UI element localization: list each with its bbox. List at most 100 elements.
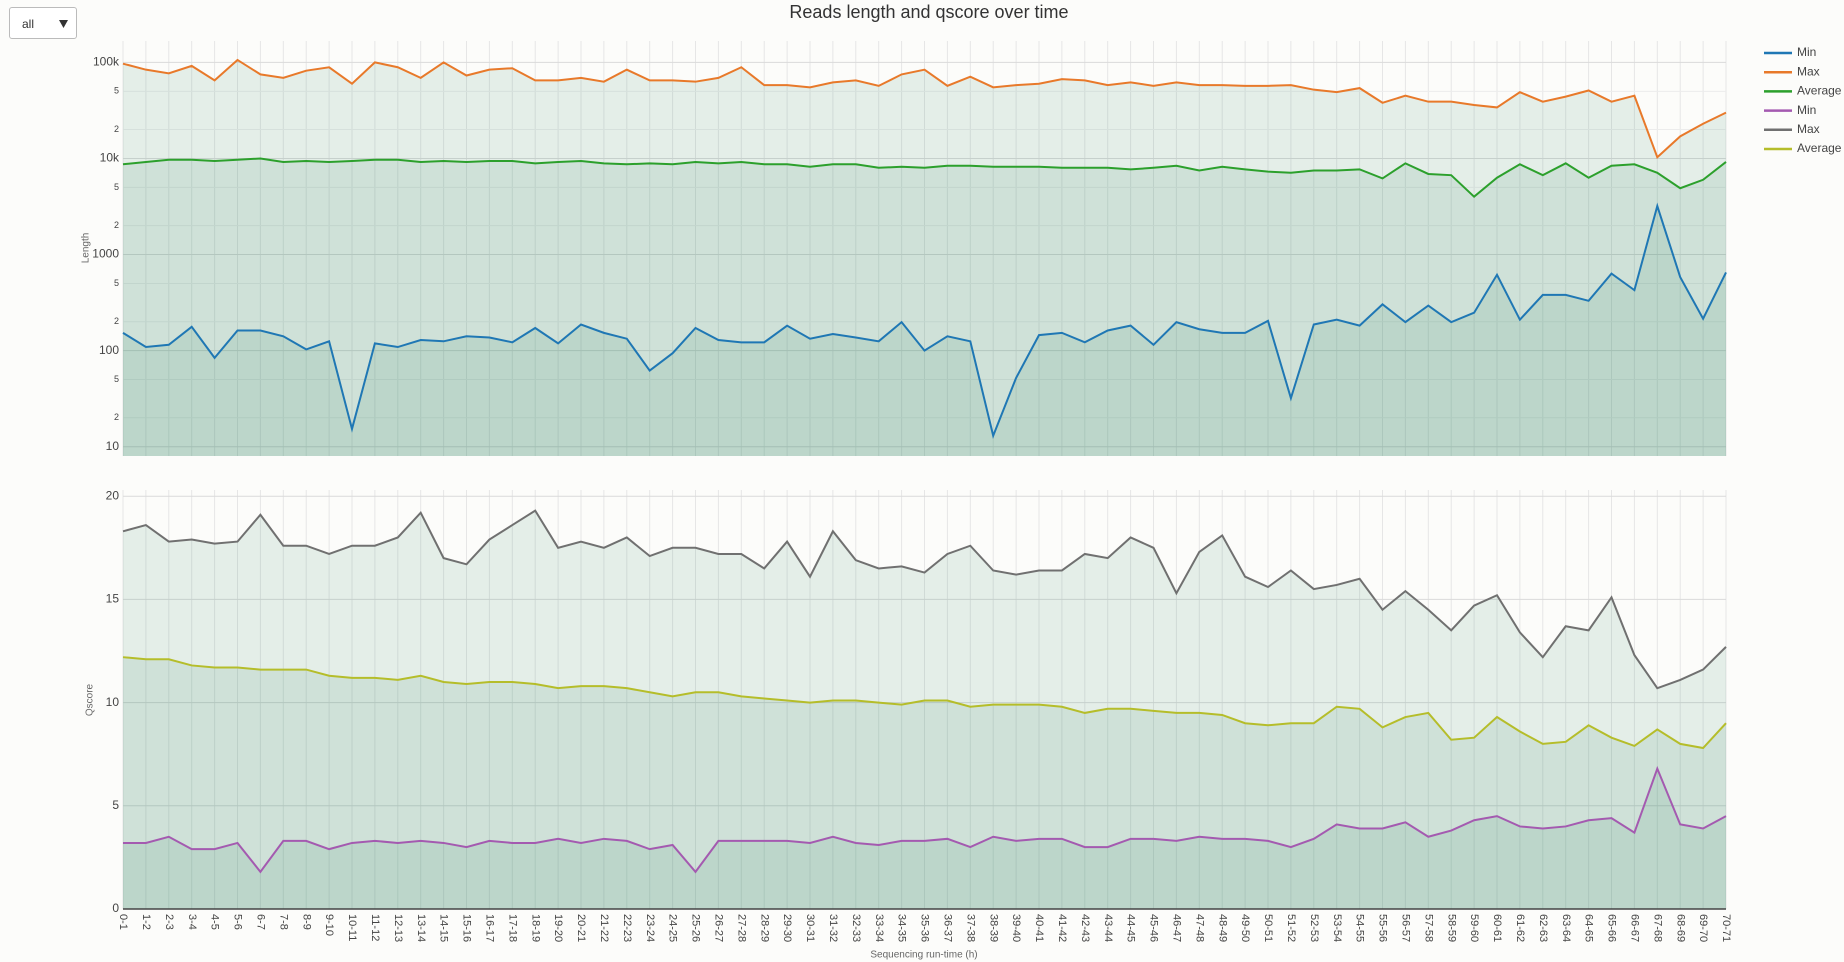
x-tick-label: 22-23 <box>621 914 633 942</box>
x-tick-label: 58-59 <box>1445 914 1457 942</box>
x-tick-label: 63-64 <box>1560 914 1572 942</box>
x-tick-label: 43-44 <box>1102 914 1114 942</box>
series-line <box>123 765 1727 874</box>
area <box>123 657 1726 909</box>
x-tick-label: 56-57 <box>1399 914 1411 942</box>
y-tick-label: 2 <box>114 412 119 422</box>
x-tick-label: 1-2 <box>140 914 152 930</box>
x-axis-label: Sequencing run-time (h) <box>870 950 977 961</box>
x-tick-label: 21-22 <box>598 914 610 942</box>
x-tick-label: 60-61 <box>1491 914 1503 942</box>
x-tick-label: 70-71 <box>1720 914 1732 942</box>
area <box>123 510 1726 909</box>
x-tick-label: 5-6 <box>232 914 244 930</box>
area <box>123 59 1726 457</box>
x-tick-label: 17-18 <box>506 914 518 942</box>
x-tick-label: 7-8 <box>277 914 289 930</box>
y-axis-label: Qscore <box>85 683 96 716</box>
x-tick-label: 35-36 <box>919 914 931 942</box>
chart-title: Reads length and qscore over time <box>789 2 1068 22</box>
x-tick-label: 30-31 <box>804 914 816 942</box>
x-tick-label: 9-10 <box>323 914 335 936</box>
x-tick-label: 66-67 <box>1628 914 1640 942</box>
x-tick-label: 61-62 <box>1514 914 1526 942</box>
y-tick-label: 10 <box>106 439 120 453</box>
x-tick-label: 19-20 <box>552 914 564 942</box>
x-tick-label: 42-43 <box>1079 914 1091 942</box>
legend-label: Max <box>1797 122 1820 136</box>
y-tick-label: 5 <box>114 182 119 192</box>
x-tick-label: 32-33 <box>850 914 862 942</box>
x-tick-label: 53-54 <box>1331 914 1343 942</box>
area <box>123 768 1726 909</box>
legend-label: Min <box>1797 103 1816 117</box>
x-tick-label: 10-11 <box>346 914 358 941</box>
y-tick-label: 1000 <box>92 247 119 261</box>
y-tick-label: 100 <box>99 343 119 357</box>
x-tick-label: 37-38 <box>964 914 976 942</box>
x-tick-label: 39-40 <box>1010 914 1022 942</box>
x-tick-label: 68-69 <box>1674 914 1686 942</box>
y-tick-label: 5 <box>112 798 119 812</box>
x-tick-label: 62-63 <box>1537 914 1549 942</box>
x-tick-label: 36-37 <box>941 914 953 942</box>
y-tick-label: 20 <box>106 488 120 502</box>
x-tick-label: 47-48 <box>1193 914 1205 942</box>
x-tick-label: 27-28 <box>735 914 747 942</box>
x-tick-label: 54-55 <box>1354 914 1366 942</box>
y-tick-label: 100k <box>93 55 120 69</box>
x-tick-label: 15-16 <box>461 914 473 942</box>
x-tick-label: 69-70 <box>1697 914 1709 942</box>
y-axis-label: Length <box>81 233 92 264</box>
x-tick-label: 14-15 <box>438 914 450 942</box>
x-tick-label: 11-12 <box>369 914 381 941</box>
area <box>123 158 1726 456</box>
legend-label: Average <box>1797 141 1842 155</box>
y-tick-label: 2 <box>114 124 119 134</box>
x-tick-label: 51-52 <box>1285 914 1297 942</box>
x-tick-label: 18-19 <box>529 914 541 942</box>
x-tick-label: 20-21 <box>575 914 587 942</box>
x-tick-label: 6-7 <box>254 914 266 930</box>
filter-dropdown[interactable]: all <box>9 7 77 39</box>
series-line <box>122 157 1727 199</box>
x-tick-label: 52-53 <box>1308 914 1320 942</box>
x-tick-label: 41-42 <box>1056 914 1068 942</box>
x-tick-label: 4-5 <box>209 914 221 930</box>
x-tick-label: 45-46 <box>1148 914 1160 942</box>
series-line <box>122 202 1727 440</box>
y-tick-label: 5 <box>114 86 119 96</box>
x-tick-label: 67-68 <box>1651 914 1663 942</box>
x-tick-label: 44-45 <box>1125 914 1137 942</box>
dropdown-arrow <box>59 20 68 28</box>
legend-label: Min <box>1797 45 1816 59</box>
x-tick-label: 33-34 <box>873 914 885 942</box>
series-line <box>122 509 1727 690</box>
x-tick-label: 46-47 <box>1170 914 1182 942</box>
x-tick-label: 3-4 <box>186 914 198 930</box>
x-tick-label: 49-50 <box>1239 914 1251 942</box>
x-tick-label: 48-49 <box>1216 914 1228 942</box>
y-tick-label: 5 <box>114 278 119 288</box>
y-tick-label: 10 <box>106 695 120 709</box>
x-tick-label: 65-66 <box>1606 914 1618 942</box>
x-tick-label: 16-17 <box>483 914 495 942</box>
y-tick-label: 10k <box>100 151 120 165</box>
x-tick-label: 2-3 <box>163 914 175 930</box>
x-tick-label: 57-58 <box>1422 914 1434 942</box>
x-tick-label: 40-41 <box>1033 914 1045 942</box>
x-tick-label: 12-13 <box>392 914 404 942</box>
y-tick-label: 15 <box>106 592 120 606</box>
x-tick-label: 34-35 <box>896 914 908 942</box>
x-tick-label: 59-60 <box>1468 914 1480 942</box>
series-line <box>122 58 1727 159</box>
x-tick-label: 38-39 <box>987 914 999 942</box>
series-line <box>122 656 1727 750</box>
x-tick-label: 25-26 <box>690 914 702 942</box>
x-tick-label: 24-25 <box>667 914 679 942</box>
x-tick-label: 64-65 <box>1583 914 1595 942</box>
y-tick-label: 2 <box>114 220 119 230</box>
y-tick-label: 2 <box>114 316 119 326</box>
